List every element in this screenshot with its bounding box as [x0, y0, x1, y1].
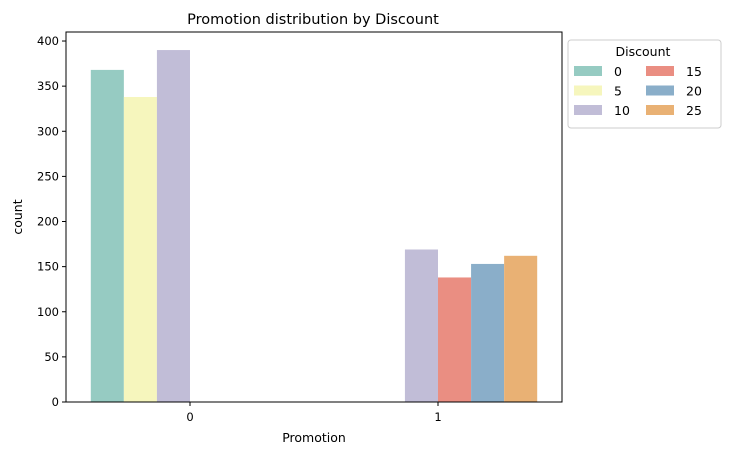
bar-discount-15-promotion-1 [438, 277, 472, 402]
bar-discount-0-promotion-0 [90, 69, 124, 403]
y-axis: 0 50 100 150 200 250 300 350 400 [37, 34, 66, 409]
bar-discount-5-promotion-0 [123, 96, 157, 402]
y-tick-label: 200 [37, 215, 59, 229]
y-tick-label: 100 [37, 305, 59, 319]
bar-discount-10-promotion-0 [156, 50, 190, 403]
bar-discount-20-promotion-1 [471, 263, 505, 402]
y-tick-label: 150 [37, 260, 59, 274]
legend-label-15: 15 [686, 64, 702, 79]
legend-label-5: 5 [614, 84, 622, 99]
y-tick-label: 400 [37, 34, 59, 48]
bar-discount-25-promotion-1 [504, 255, 538, 402]
legend-frame [567, 39, 722, 129]
legend-swatch-10 [574, 105, 602, 115]
bars-group [90, 50, 538, 403]
bar-discount-10-promotion-1 [404, 249, 438, 402]
legend-label-25: 25 [686, 103, 702, 118]
plot-frame [65, 31, 563, 403]
legend-swatch-25 [646, 105, 674, 115]
legend-swatch-20 [646, 85, 674, 96]
legend-swatch-5 [574, 85, 602, 96]
y-tick-label: 50 [44, 350, 59, 364]
y-tick-label: 0 [52, 395, 59, 409]
x-tick-label: 0 [186, 410, 193, 424]
y-tick-label: 250 [37, 169, 59, 183]
legend-swatch-0 [574, 66, 602, 76]
legend-label-10: 10 [614, 103, 630, 118]
legend: Discount 0 5 10 15 20 25 [567, 39, 722, 129]
legend-swatch-15 [646, 66, 674, 76]
y-tick-label: 350 [37, 79, 59, 93]
legend-items: 0 5 10 15 20 25 [574, 64, 702, 118]
x-axis-label: Promotion [282, 430, 346, 445]
legend-title: Discount [616, 44, 671, 59]
chart-title: Promotion distribution by Discount [187, 12, 439, 28]
legend-label-20: 20 [686, 84, 702, 99]
legend-label-0: 0 [614, 64, 622, 79]
x-tick-label: 1 [434, 410, 441, 424]
y-tick-label: 300 [37, 124, 59, 138]
y-axis-label: count [10, 199, 25, 234]
